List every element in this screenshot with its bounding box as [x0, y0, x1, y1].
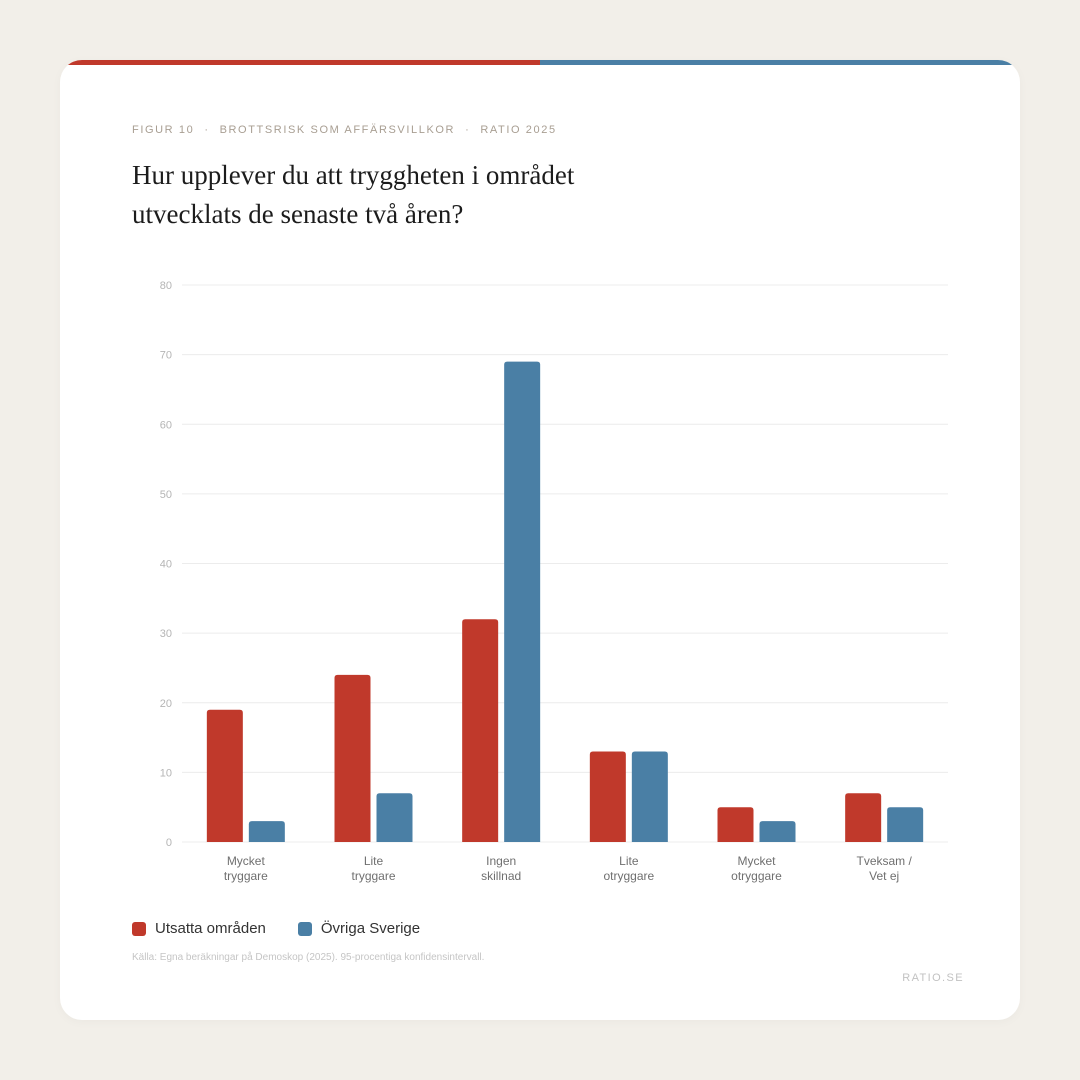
- bar-series-b: [759, 821, 796, 842]
- bar-series-b: [248, 821, 285, 842]
- legend-item-ovriga: Övriga Sverige: [297, 920, 421, 937]
- bar-series-b: [504, 361, 541, 842]
- bar-series-a: [334, 674, 371, 842]
- eyebrow-publisher: Ratio 2025: [480, 124, 557, 136]
- chart-card: Figur 10 · Brottsrisk som affärsvillkor · Ra…: [60, 60, 1020, 1020]
- bar-series-b: [376, 793, 413, 842]
- x-tick-label: Mycket: [227, 854, 266, 868]
- x-tick-label: tryggare: [224, 869, 268, 883]
- x-tick-label: Lite: [364, 854, 384, 868]
- x-tick-label: otryggare: [603, 869, 654, 883]
- x-tick-label: Vet ej: [869, 869, 899, 883]
- legend-swatch-utsatta: [132, 921, 146, 936]
- x-tick-label: Mycket: [737, 854, 776, 868]
- legend-item-utsatta: Utsatta områden: [132, 920, 266, 937]
- chart-legend: Utsatta områden Övriga Sverige: [132, 920, 452, 937]
- x-tick-label: Tveksam /: [856, 854, 912, 868]
- bar-chart: 01020304050607080MyckettryggareLitetrygg…: [160, 280, 948, 883]
- figure-eyebrow: Figur 10 · Brottsrisk som affärsvillkor · Ra…: [132, 124, 557, 136]
- bar-series-a: [206, 709, 243, 842]
- eyebrow-separator: ·: [465, 124, 471, 136]
- eyebrow-separator: ·: [204, 124, 210, 136]
- legend-label-ovriga: Övriga Sverige: [320, 920, 421, 937]
- bar-series-b: [631, 751, 668, 842]
- y-tick-label: 60: [160, 419, 172, 431]
- bar-series-a: [589, 751, 626, 842]
- y-tick-label: 10: [160, 767, 172, 779]
- source-note: Källa: Egna beräkningar på Demoskop (202…: [132, 952, 485, 963]
- bar-series-a: [845, 793, 882, 842]
- accent-bar-left: [60, 60, 540, 65]
- y-tick-label: 0: [166, 837, 172, 849]
- chart-title: Hur upplever du att tryggheten i området…: [132, 160, 575, 229]
- x-tick-label: Lite: [619, 854, 639, 868]
- eyebrow-report-title: Brottsrisk som affärsvillkor: [219, 124, 456, 136]
- y-tick-label: 30: [160, 628, 172, 640]
- legend-swatch-ovriga: [297, 921, 312, 936]
- bar-series-b: [887, 807, 924, 842]
- x-tick-label: tryggare: [351, 869, 395, 883]
- bar-series-a: [717, 807, 754, 842]
- brand-mark: RATIO.SE: [902, 972, 964, 984]
- x-tick-label: Ingen: [486, 854, 516, 868]
- y-tick-label: 20: [160, 698, 172, 710]
- accent-bar: [60, 60, 1020, 65]
- legend-label-utsatta: Utsatta områden: [155, 920, 266, 937]
- y-tick-label: 70: [160, 350, 172, 362]
- y-tick-label: 40: [160, 559, 172, 571]
- eyebrow-figure-number: Figur 10: [132, 124, 195, 136]
- x-tick-label: skillnad: [481, 869, 521, 883]
- y-tick-label: 50: [160, 489, 172, 501]
- x-tick-label: otryggare: [731, 869, 782, 883]
- accent-bar-right: [540, 60, 1020, 65]
- bar-series-a: [462, 619, 499, 842]
- y-tick-label: 80: [160, 280, 172, 292]
